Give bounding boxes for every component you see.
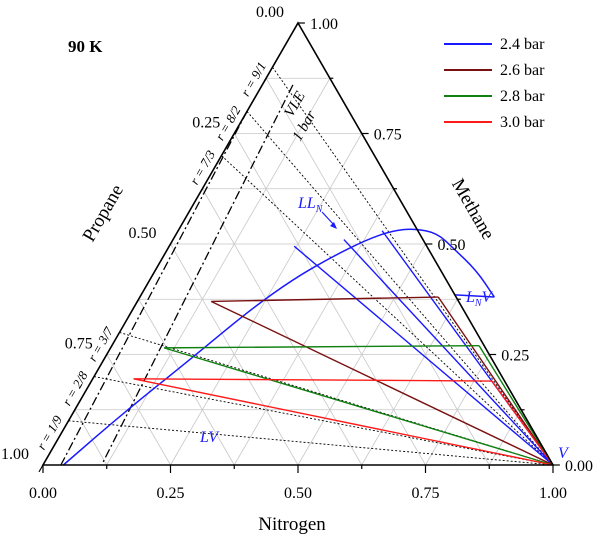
phase-envelope bbox=[62, 228, 495, 466]
tie-line bbox=[491, 380, 554, 466]
chart-title: 90 K bbox=[68, 37, 103, 56]
tick-left bbox=[229, 133, 235, 141]
tie-line bbox=[293, 245, 554, 466]
grid-line-propane bbox=[106, 354, 171, 466]
grid-line-propane bbox=[265, 78, 490, 466]
tick-label-bottom: 0.00 bbox=[29, 485, 57, 502]
ratio-label: r = 7/3 bbox=[187, 147, 219, 187]
ratio-line bbox=[221, 155, 554, 466]
legend-label-2-4: 2.4 bar bbox=[500, 36, 545, 53]
tie-line bbox=[133, 378, 554, 466]
axis-label-methane: Methane bbox=[447, 175, 498, 243]
ll-region-label: LLN bbox=[297, 195, 324, 215]
ratio-label: r = 1/9 bbox=[34, 412, 66, 452]
vle-layer bbox=[60, 84, 294, 466]
tick-label-left: 0.50 bbox=[129, 225, 157, 242]
ratio-line bbox=[272, 66, 554, 466]
v-region-label: V bbox=[558, 445, 570, 462]
tick-label-bottom: 0.75 bbox=[412, 485, 440, 502]
tie-line bbox=[133, 378, 492, 382]
axis-label-nitrogen: Nitrogen bbox=[258, 514, 326, 535]
legend-label-3-0: 3.0 bar bbox=[500, 114, 545, 131]
grid-line-nitrogen bbox=[297, 243, 426, 466]
series-layer bbox=[62, 228, 554, 466]
legend-label-2-6: 2.6 bar bbox=[500, 62, 545, 79]
tie-line bbox=[211, 296, 439, 303]
tick-left bbox=[165, 243, 172, 252]
tie-line bbox=[210, 300, 554, 466]
tie-line bbox=[163, 347, 554, 466]
tick-label-left: 0.25 bbox=[192, 115, 220, 132]
tick-left bbox=[102, 354, 108, 362]
grid-line-nitrogen bbox=[425, 354, 490, 466]
ratio-line bbox=[68, 420, 554, 466]
tick-left bbox=[263, 77, 267, 82]
tick-left bbox=[38, 464, 44, 473]
grid-line-nitrogen bbox=[106, 78, 331, 466]
lnv-region-label: LNV bbox=[465, 289, 494, 309]
tie-line bbox=[437, 296, 554, 466]
tick-label-left: 1.00 bbox=[1, 446, 29, 463]
ll-pointer-arrow bbox=[330, 222, 337, 229]
grid-line-propane bbox=[74, 409, 108, 466]
frame-layer bbox=[38, 21, 560, 473]
tick-label-bottom: 1.00 bbox=[539, 485, 567, 502]
tie-line bbox=[164, 344, 480, 349]
tick-label-bottom: 0.50 bbox=[284, 485, 312, 502]
grid-line-propane bbox=[138, 299, 235, 466]
ratio-line bbox=[93, 376, 554, 466]
series-3-0-bar bbox=[133, 378, 554, 466]
tick-label-left: 0.00 bbox=[256, 4, 284, 21]
tick-label-right: 0.75 bbox=[374, 127, 402, 144]
tick-left bbox=[136, 298, 140, 303]
tick-left bbox=[72, 409, 76, 414]
tie-line bbox=[343, 239, 554, 466]
legend: 2.4 bar 2.6 bar 2.8 bar 3.0 bar bbox=[444, 36, 545, 131]
grid-line-propane bbox=[202, 188, 363, 466]
tick-label-bottom: 0.25 bbox=[157, 485, 185, 502]
grid-line-nitrogen bbox=[361, 299, 458, 466]
tick-label-right: 0.50 bbox=[438, 237, 466, 254]
series-2-6-bar bbox=[210, 296, 554, 466]
tick-left bbox=[293, 22, 299, 31]
phase-envelope-branch bbox=[454, 294, 495, 298]
ratio-label: r = 9/1 bbox=[238, 59, 269, 99]
ratio-label: r = 2/8 bbox=[59, 368, 91, 408]
grid-line-nitrogen bbox=[233, 188, 394, 466]
grid-line-propane bbox=[170, 243, 299, 466]
legend-label-2-8: 2.8 bar bbox=[500, 88, 545, 105]
tick-left bbox=[199, 188, 203, 193]
vle-line bbox=[60, 111, 248, 466]
tick-label-right: 1.00 bbox=[310, 16, 338, 33]
lv-region-label: LV bbox=[199, 429, 220, 446]
axis-label-propane: Propane bbox=[79, 181, 128, 245]
ratio-line bbox=[246, 111, 554, 466]
tick-label-left: 0.75 bbox=[65, 336, 93, 353]
grid-line-nitrogen bbox=[488, 409, 522, 466]
vle-line bbox=[101, 84, 294, 466]
tick-label-right: 0.00 bbox=[565, 458, 593, 475]
tick-label-right: 0.25 bbox=[501, 348, 529, 365]
